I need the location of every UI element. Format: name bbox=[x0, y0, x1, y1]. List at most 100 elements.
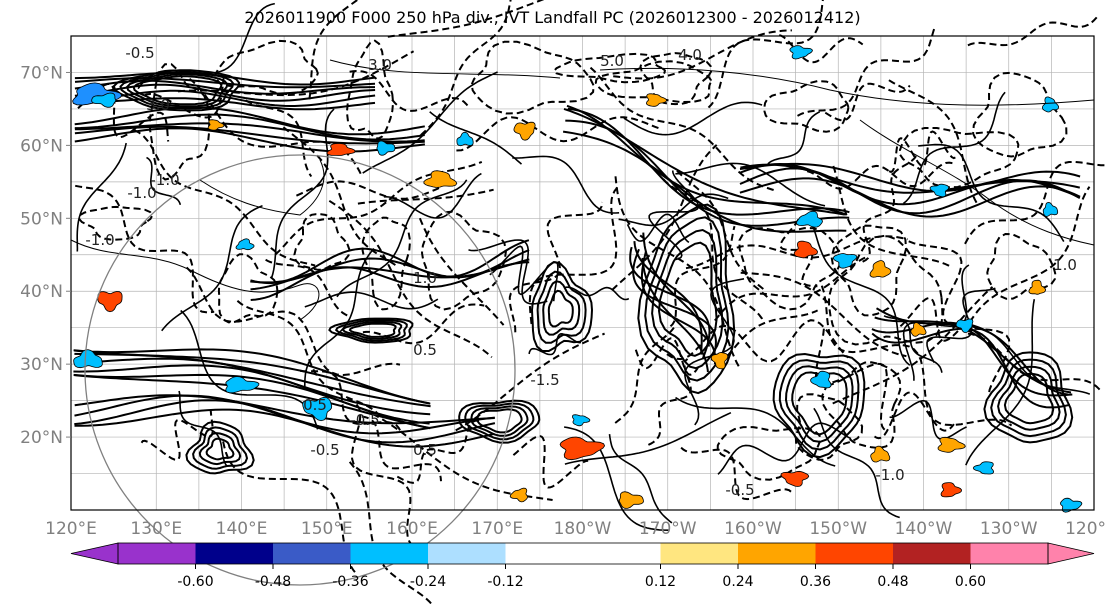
contour-dashed bbox=[888, 79, 980, 207]
contour-dashed bbox=[908, 240, 1011, 396]
contour-label: -1.5 bbox=[530, 371, 559, 389]
lon-tick-label: 170°E bbox=[471, 519, 523, 539]
contour-dashed bbox=[143, 77, 225, 119]
divergence-patch bbox=[302, 396, 333, 422]
contour-dashed-ring bbox=[552, 52, 666, 84]
contour-dashed bbox=[508, 201, 604, 333]
divergence-patch bbox=[929, 183, 950, 198]
contour-dashed bbox=[967, 13, 1100, 47]
contour-solid bbox=[564, 286, 630, 301]
contour-solid bbox=[717, 422, 852, 475]
contour-ring bbox=[983, 351, 1074, 444]
divergence-patch bbox=[793, 240, 819, 259]
contour-dashed bbox=[662, 178, 765, 323]
contour-dashed bbox=[964, 160, 1105, 245]
divergence-patch bbox=[1041, 96, 1060, 113]
contour-dashed bbox=[797, 25, 937, 117]
contour-dashed bbox=[832, 165, 953, 269]
colorbar-segment bbox=[428, 543, 506, 564]
contour-ring bbox=[185, 420, 255, 475]
divergence-patch bbox=[97, 291, 123, 313]
contour-solid bbox=[270, 108, 335, 279]
contour-labels: -0.5 3.0 -1.0 5.0 4.0 -1.0 -1.5 0.5 -0.5 3.0 1.0 -0… bbox=[85, 44, 1077, 499]
contour-label: -1.0 bbox=[150, 171, 179, 189]
contour-label: -1.0 bbox=[875, 466, 904, 484]
contour-solid bbox=[926, 287, 996, 363]
contour-solid bbox=[74, 394, 495, 425]
contour-dashed bbox=[348, 461, 433, 604]
contour-dashed bbox=[613, 29, 792, 80]
longitude-labels: 120°E 130°E 140°E 150°E 160°E 170°E 180°W 170°W… bbox=[45, 519, 1105, 539]
colorbar-tick-label: 0.24 bbox=[722, 574, 753, 590]
contour-dashed bbox=[295, 180, 443, 200]
contour-label: 1.0 bbox=[413, 269, 437, 287]
contour-dashed bbox=[308, 0, 359, 100]
contour-dashed bbox=[396, 419, 482, 484]
contour-solid bbox=[618, 193, 729, 227]
contour-dashed-ring bbox=[77, 205, 154, 241]
contour-dashed bbox=[647, 358, 692, 446]
contour-dashed-ring bbox=[594, 60, 712, 104]
lat-tick-label: 30°N bbox=[20, 355, 63, 375]
contour-solid bbox=[739, 162, 1081, 193]
divergence-patch bbox=[618, 491, 644, 509]
contour-dashed bbox=[75, 184, 215, 314]
colorbar-segment bbox=[893, 543, 971, 564]
contour-ring bbox=[205, 437, 235, 461]
divergence-fills bbox=[72, 45, 1083, 513]
contour-solid bbox=[74, 127, 426, 153]
contour-ring bbox=[997, 365, 1061, 431]
contour-dashed-ring bbox=[345, 39, 395, 140]
contour-label: -0.5 bbox=[125, 44, 154, 62]
divergence-patch bbox=[910, 322, 927, 337]
divergence-patch bbox=[225, 376, 260, 394]
contour-solid bbox=[902, 91, 1006, 205]
divergence-patch bbox=[1042, 201, 1059, 217]
contour-label: -0.5 bbox=[310, 441, 339, 459]
colorbar-segment bbox=[815, 543, 893, 564]
coastline bbox=[859, 119, 1095, 246]
contour-dashed-ring bbox=[763, 79, 850, 133]
lon-tick-label: 150°W bbox=[809, 519, 867, 539]
lon-tick-label: 180°W bbox=[554, 519, 612, 539]
contour-ring bbox=[530, 261, 594, 352]
contour-solid bbox=[74, 399, 496, 444]
contour-label: -1.0 bbox=[85, 231, 114, 249]
divergence-patch bbox=[513, 121, 536, 141]
contour-label: -0.5 bbox=[350, 411, 379, 429]
colorbar: -0.60 -0.48 -0.36 -0.24 -0.12 0.12 0.24 0.36 0.4… bbox=[70, 542, 1095, 590]
contour-ring bbox=[328, 317, 414, 344]
contour-lines bbox=[73, 0, 1105, 604]
contour-dashed bbox=[299, 369, 401, 431]
contour-dashed-ring bbox=[293, 213, 351, 271]
colorbar-tick-label: -0.24 bbox=[410, 574, 446, 590]
contour-dashed bbox=[528, 184, 621, 325]
contour-dashed bbox=[888, 130, 956, 173]
contour-dashed-ring bbox=[420, 210, 507, 311]
coastline bbox=[70, 239, 320, 321]
contour-label: 5.0 bbox=[600, 52, 624, 70]
contour-dashed bbox=[806, 161, 954, 190]
contour-label: 1.0 bbox=[1053, 256, 1077, 274]
divergence-patch bbox=[326, 143, 356, 156]
divergence-patch bbox=[376, 140, 396, 156]
contour-dashed bbox=[614, 176, 741, 369]
contour-solid bbox=[76, 142, 127, 252]
contour-ring bbox=[772, 352, 866, 459]
contour-label: -1.0 bbox=[127, 184, 156, 202]
contour-solid bbox=[965, 299, 1036, 466]
contour-dashed bbox=[512, 435, 589, 489]
contour-solid bbox=[74, 77, 376, 89]
contour-dashed bbox=[140, 410, 214, 461]
contour-dashed bbox=[222, 441, 358, 575]
lon-tick-label: 120°E bbox=[45, 519, 97, 539]
contour-dashed-ring bbox=[214, 39, 319, 96]
contour-solid bbox=[137, 2, 275, 90]
contour-solid bbox=[74, 408, 495, 448]
contour-ring bbox=[542, 280, 581, 336]
lon-tick-label: 140°W bbox=[895, 519, 953, 539]
colorbar-segment bbox=[970, 543, 1048, 564]
colorbar-tick-label: -0.48 bbox=[255, 574, 291, 590]
contour-dashed-ring bbox=[361, 216, 412, 311]
contour-dashed bbox=[455, 332, 606, 432]
